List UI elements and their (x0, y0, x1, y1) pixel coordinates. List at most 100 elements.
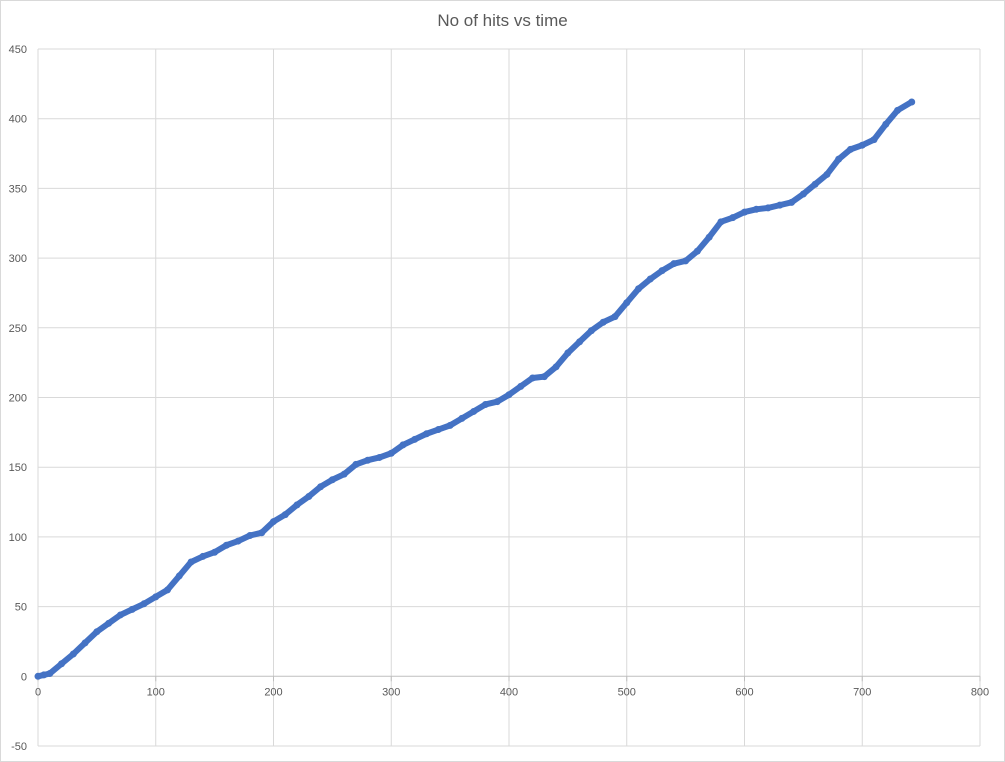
axes (37, 675, 981, 682)
data-point (234, 537, 242, 545)
x-tick-label: 500 (618, 686, 636, 698)
y-tick-label: 300 (9, 253, 27, 265)
data-point (375, 453, 383, 461)
data-point (705, 233, 713, 241)
data-point (908, 98, 916, 106)
data-point (446, 421, 454, 429)
data-point (517, 382, 525, 390)
data-point (646, 275, 654, 283)
data-point (281, 511, 289, 519)
data-point (752, 205, 760, 213)
data-point (599, 318, 607, 326)
y-tick-label: 100 (9, 532, 27, 544)
y-tick-label: 0 (21, 671, 27, 683)
data-point (882, 120, 890, 128)
data-point (894, 106, 902, 114)
data-point (811, 180, 819, 188)
data-point (317, 483, 325, 491)
data-point (682, 257, 690, 265)
data-point (81, 639, 89, 647)
data-point (305, 492, 313, 500)
data-point (69, 650, 77, 658)
data-point (423, 430, 431, 438)
y-tick-label: 450 (9, 44, 27, 56)
data-point (387, 449, 395, 457)
data-point (858, 141, 866, 149)
data-point (741, 208, 748, 216)
y-tick-label: 400 (9, 114, 27, 126)
data-point (481, 400, 489, 408)
x-tick-label: 200 (264, 686, 282, 698)
data-point (93, 628, 101, 636)
data-point (152, 593, 160, 601)
x-tick-label: 0 (35, 686, 41, 698)
data-point (799, 190, 807, 198)
data-point (764, 204, 772, 212)
data-point (199, 552, 207, 560)
data-point (399, 441, 407, 449)
data-point (40, 671, 48, 679)
data-point (175, 572, 183, 580)
data-point (293, 501, 301, 509)
data-point (611, 313, 619, 321)
data-point (576, 338, 584, 346)
data-point (587, 327, 595, 335)
data-point (623, 299, 631, 307)
data-point (670, 260, 678, 268)
data-point (58, 660, 66, 668)
data-point (870, 136, 878, 144)
data-point (729, 214, 737, 222)
data-point (222, 541, 230, 549)
y-tick-label: 200 (9, 393, 27, 405)
y-tick-label: 250 (9, 323, 27, 335)
data-point (270, 518, 277, 526)
series-line (34, 98, 916, 680)
data-point (846, 145, 854, 153)
x-tick-label: 300 (382, 686, 400, 698)
data-point (529, 374, 537, 382)
data-point (352, 460, 360, 468)
data-point (187, 558, 195, 566)
y-tick-label: -50 (11, 741, 27, 753)
y-tick-label: 50 (15, 602, 27, 614)
data-point (788, 198, 796, 206)
x-tick-label: 100 (147, 686, 165, 698)
data-point (328, 476, 336, 484)
data-point (211, 548, 219, 556)
data-point (105, 619, 113, 627)
data-point (458, 414, 466, 422)
x-tick-label: 600 (735, 686, 753, 698)
data-point (140, 600, 148, 608)
data-point (493, 398, 501, 406)
data-point (164, 586, 172, 594)
data-point (823, 170, 831, 178)
data-point (128, 605, 136, 613)
data-point (540, 373, 548, 381)
data-point (717, 218, 725, 226)
chart-title: No of hits vs time (437, 11, 568, 30)
data-point (470, 407, 478, 415)
data-point (835, 155, 843, 163)
tick-labels: 0 100 200 300 400 500 600 700 800 -50 0 50 100 150 200… (9, 44, 990, 753)
data-point (258, 529, 266, 537)
data-point (34, 672, 42, 680)
data-point (505, 391, 513, 399)
data-point (434, 426, 442, 434)
y-tick-label: 350 (9, 183, 27, 195)
x-tick-label: 700 (853, 686, 871, 698)
data-point (658, 267, 666, 275)
gridlines (37, 48, 981, 747)
data-point (693, 247, 701, 255)
data-point (46, 670, 54, 678)
data-point (776, 201, 784, 209)
x-tick-label: 400 (500, 686, 518, 698)
data-point (116, 611, 124, 619)
data-point (340, 470, 348, 478)
x-tick-label: 800 (971, 686, 989, 698)
y-tick-label: 150 (9, 462, 27, 474)
data-point (411, 435, 419, 443)
data-point (635, 285, 643, 293)
data-point (246, 532, 254, 540)
series-path (35, 98, 915, 680)
